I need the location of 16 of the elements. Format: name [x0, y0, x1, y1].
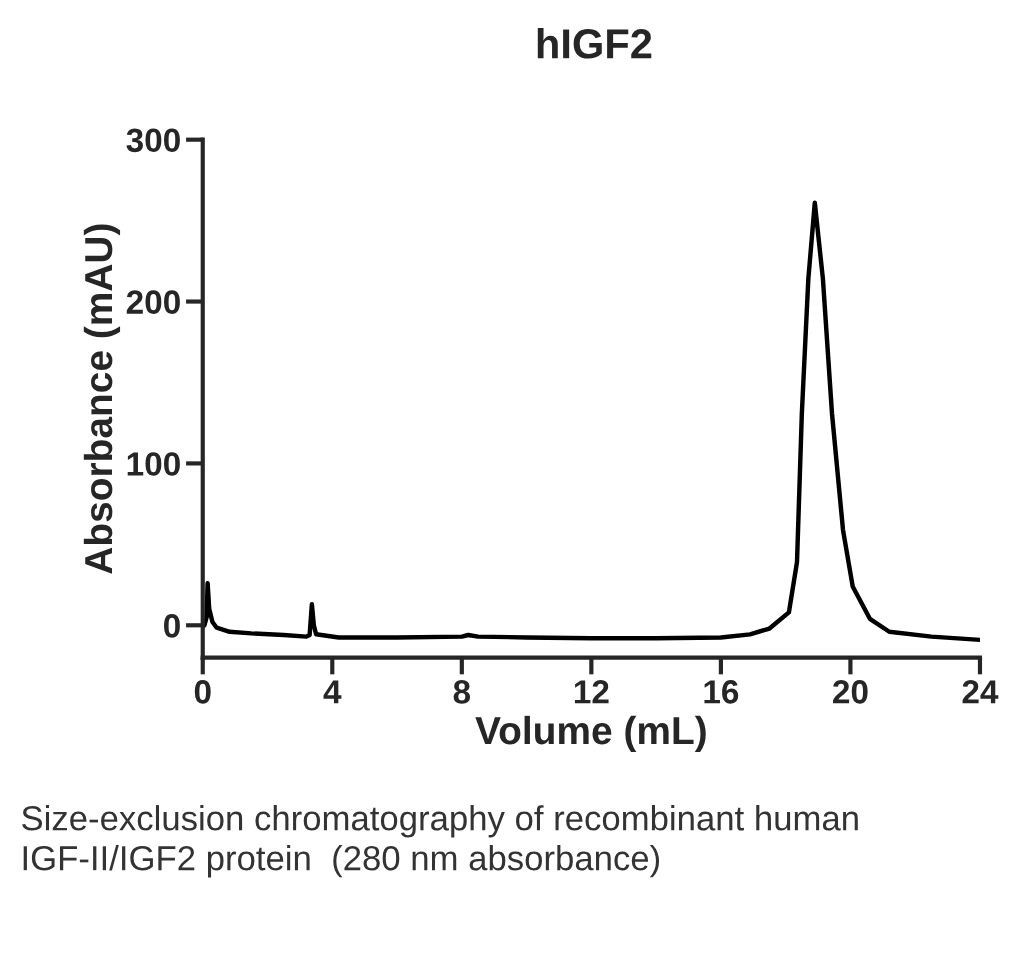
y-tick-label: 100	[127, 452, 180, 476]
line-series	[202, 200, 980, 643]
x-tick-label: 20	[833, 680, 868, 704]
x-tick-label: 0	[194, 680, 211, 704]
y-tick-label: 200	[126, 290, 180, 314]
x-tick-label: 24	[962, 680, 999, 704]
y-tick-label: 0	[164, 614, 180, 638]
x-tick-label: 4	[323, 680, 342, 704]
x-tick-label: 12	[574, 680, 609, 704]
y-axis-title: Absorbance (mAU)	[83, 224, 121, 574]
text: Size-exclusion chromatography of recombinant human IGF-II/IGF2 protein (280 nm absorbance)	[22, 805, 858, 878]
x-axis-title: Volume (mL)	[475, 715, 706, 753]
x-tick-label: 16	[704, 680, 739, 704]
chart-title: hIGF2	[537, 28, 652, 59]
x-tick-label: 8	[453, 680, 471, 704]
y-tick-label: 300	[126, 128, 180, 153]
